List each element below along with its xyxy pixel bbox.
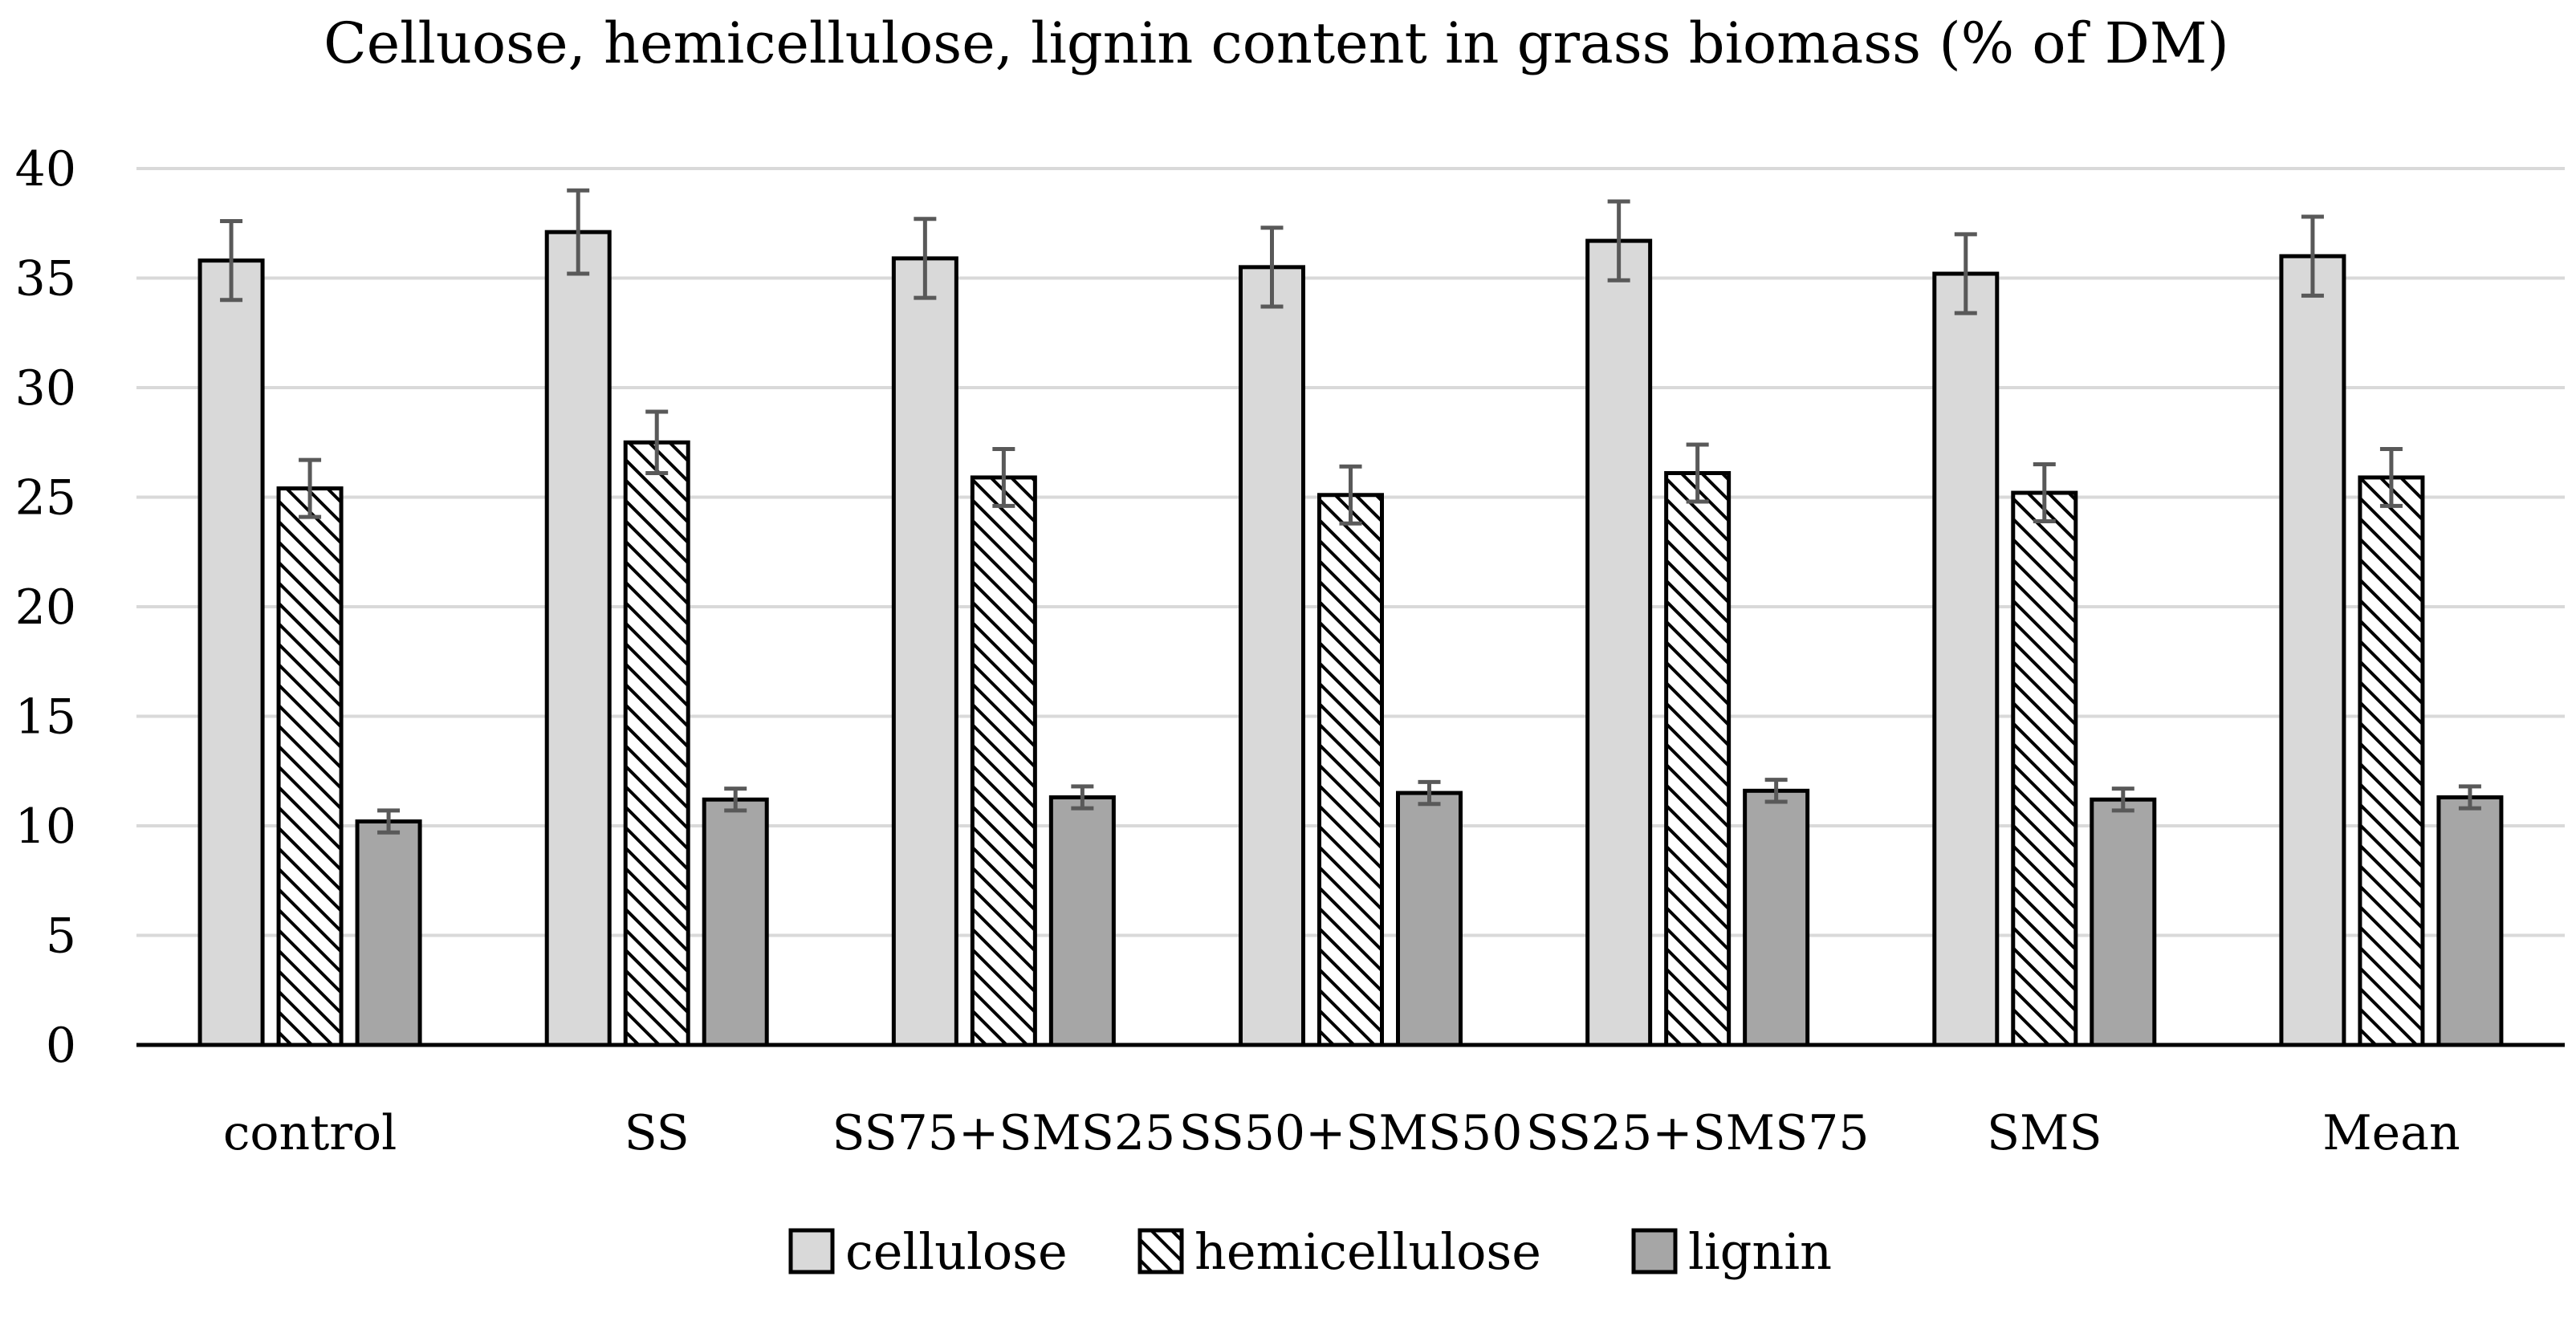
bar-lignin (1048, 795, 1116, 1047)
x-category-label: control (223, 1105, 397, 1161)
error-bar-cellulose (914, 217, 937, 300)
bar-cellulose (1932, 271, 2000, 1047)
bars (197, 230, 2504, 1047)
error-bar-cellulose (1607, 199, 1630, 283)
bar-cellulose (1239, 265, 1305, 1047)
bar-lignin (2090, 797, 2157, 1047)
bar-hemicellulose (623, 440, 690, 1047)
error-bar-hemicellulose (2033, 462, 2056, 524)
legend-swatch-hemicellulose (1137, 1228, 1184, 1274)
bar-hemicellulose (276, 486, 344, 1047)
error-bars (220, 188, 2481, 835)
y-axis-ticks: 0 5 10 15 20 25 30 35 40 (15, 141, 76, 1074)
bar-lignin (1396, 791, 1463, 1047)
error-bar-hemicellulose (299, 457, 322, 519)
bar-lignin (355, 819, 422, 1047)
error-bar-hemicellulose (2379, 446, 2403, 508)
bar-hemicellulose (970, 475, 1037, 1047)
y-tick-label: 5 (46, 908, 76, 965)
error-bar-lignin (724, 787, 747, 813)
error-bar-cellulose (220, 219, 243, 303)
legend: cellulose hemicellulose lignin (788, 1222, 1832, 1281)
y-tick-label: 10 (15, 799, 76, 855)
error-bar-lignin (1764, 778, 1788, 804)
x-category-label: SS50+SMS50 (1179, 1105, 1523, 1161)
x-axis-labels: control SS SS75+SMS25 SS50+SMS50 SS25+SMS75 S… (223, 1105, 2460, 1161)
error-bar-hemicellulose (992, 446, 1015, 508)
legend-swatch-lignin (1631, 1228, 1678, 1274)
error-bar-lignin (2458, 784, 2481, 811)
error-bar-cellulose (567, 188, 590, 276)
error-bar-lignin (1071, 784, 1094, 811)
bar-hemicellulose (2358, 475, 2425, 1047)
legend-swatch-cellulose (788, 1228, 835, 1274)
error-bar-cellulose (1260, 226, 1284, 309)
error-bar-cellulose (2301, 214, 2324, 298)
x-category-label: SS (625, 1105, 690, 1161)
x-category-label: Mean (2322, 1105, 2460, 1161)
bar-lignin (2436, 795, 2504, 1047)
bar-lignin (1743, 788, 1810, 1047)
chart-title: Celluose, hemicellulose, lignin content … (324, 10, 2229, 76)
error-bar-hemicellulose (645, 409, 669, 475)
y-tick-label: 20 (15, 579, 76, 636)
y-tick-label: 15 (15, 689, 76, 746)
y-tick-label: 25 (15, 470, 76, 526)
bar-hemicellulose (2011, 490, 2078, 1047)
y-tick-label: 30 (15, 360, 76, 417)
bar-cellulose (197, 258, 265, 1047)
bar-hemicellulose (1664, 470, 1732, 1047)
bar-lignin (702, 797, 769, 1047)
x-category-label: SMS (1987, 1105, 2102, 1161)
y-tick-label: 0 (46, 1018, 76, 1074)
bar-cellulose (891, 256, 958, 1047)
legend-label-cellulose: cellulose (845, 1222, 1068, 1281)
error-bar-lignin (2111, 787, 2134, 813)
legend-label-hemicellulose: hemicellulose (1194, 1222, 1541, 1281)
x-category-label: SS75+SMS25 (832, 1105, 1175, 1161)
bar-cellulose (2279, 254, 2346, 1047)
bar-hemicellulose (1317, 493, 1384, 1047)
y-tick-label: 40 (15, 141, 76, 197)
error-bar-cellulose (1954, 232, 1977, 315)
error-bar-hemicellulose (1686, 442, 1709, 504)
error-bar-lignin (1418, 779, 1441, 807)
bar-cellulose (544, 230, 612, 1047)
legend-label-lignin: lignin (1688, 1222, 1832, 1281)
error-bar-lignin (377, 808, 401, 835)
x-category-label: SS25+SMS75 (1526, 1105, 1870, 1161)
bar-cellulose (1585, 238, 1653, 1047)
y-tick-label: 35 (15, 251, 76, 307)
error-bar-hemicellulose (1339, 464, 1362, 526)
